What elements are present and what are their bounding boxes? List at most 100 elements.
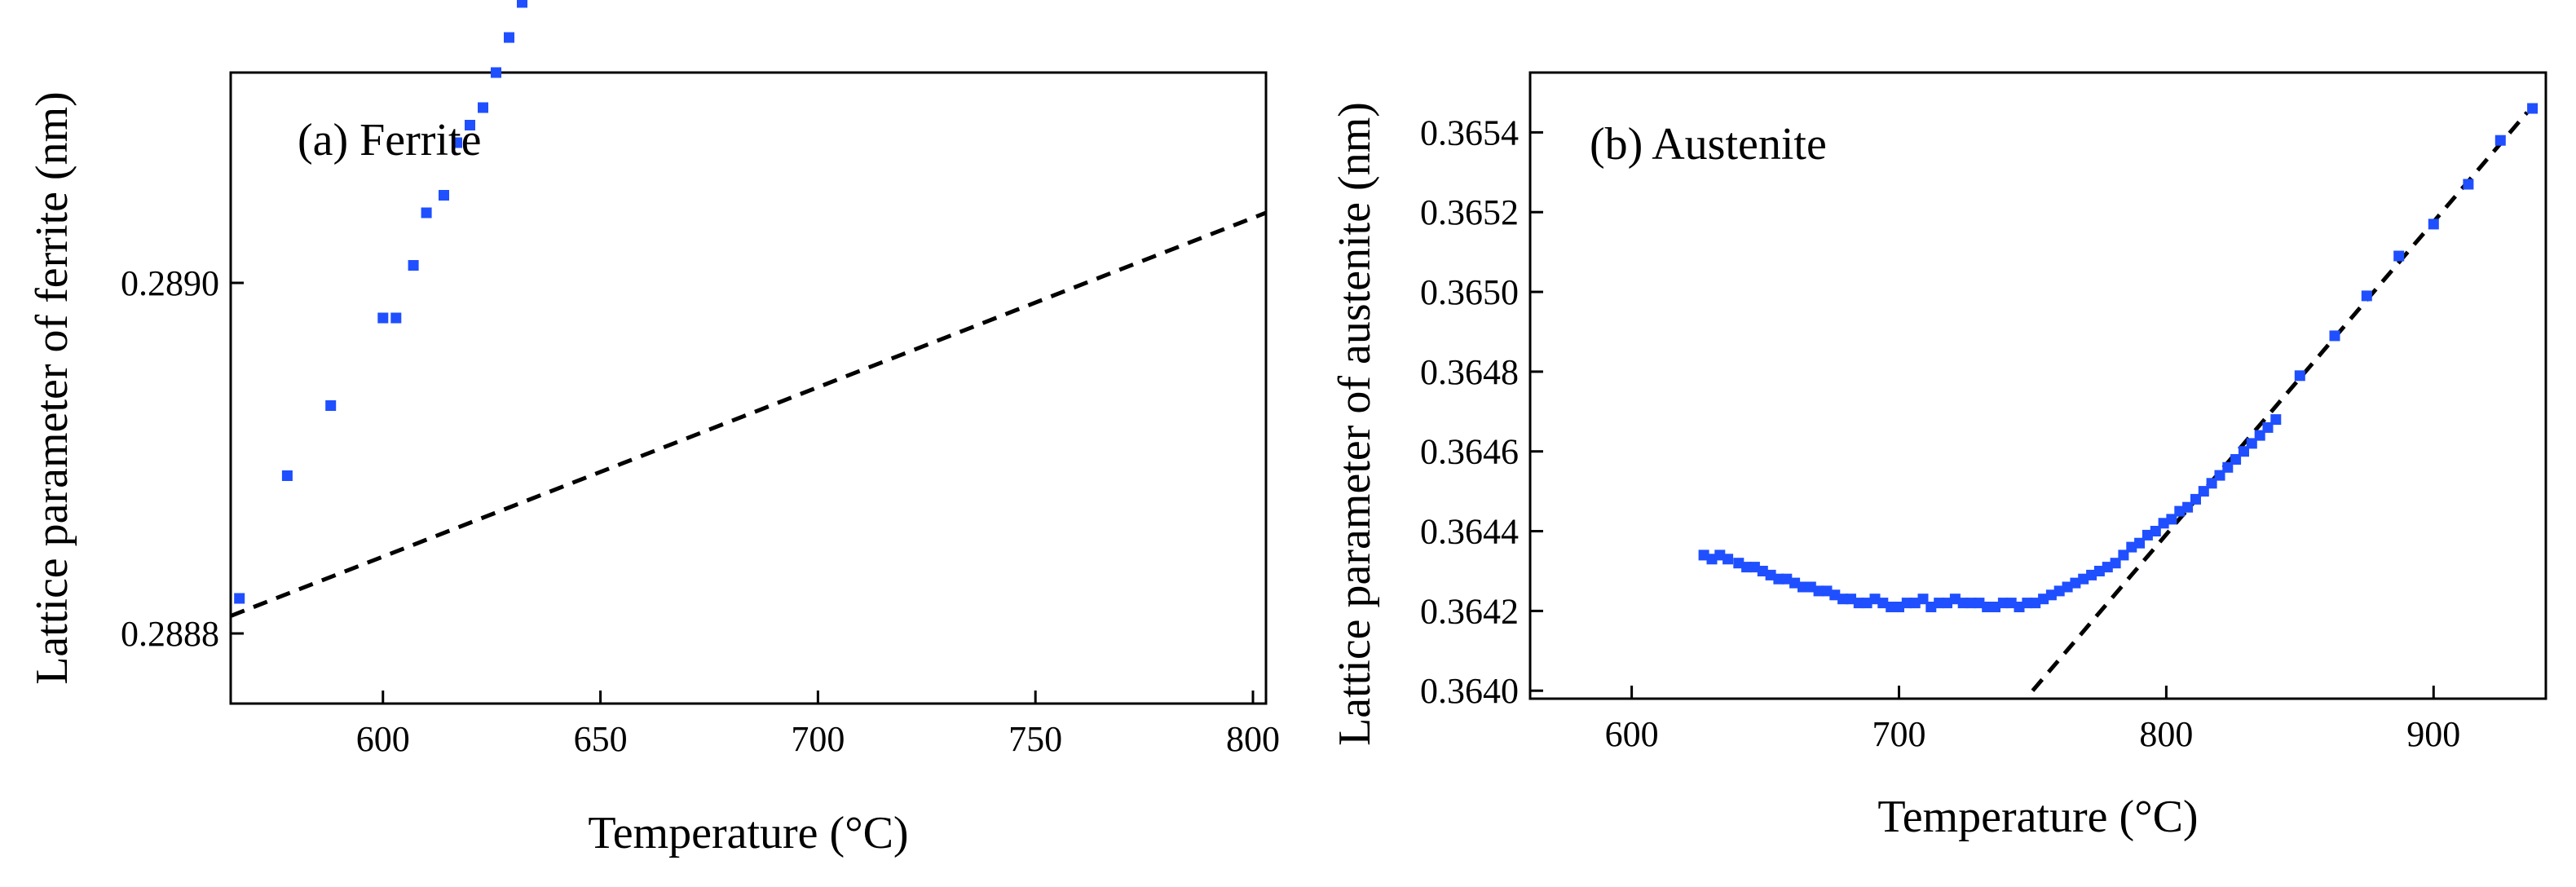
austenite-data-point — [2174, 505, 2186, 517]
austenite-data-point — [2262, 421, 2274, 433]
austenite-data-point — [1990, 602, 2000, 612]
ferrite-plot-frame — [229, 71, 1268, 705]
austenite-data-point — [2014, 602, 2025, 612]
austenite-data-point — [2463, 179, 2474, 190]
ferrite-fit-line — [231, 210, 1266, 618]
austenite-data-point — [1781, 573, 1793, 585]
austenite-data-point — [2053, 585, 2065, 597]
austenite-data-point — [2030, 598, 2041, 609]
austenite-data-point — [2086, 569, 2097, 580]
ferrite-data-point — [504, 32, 514, 43]
austenite-data-point — [1974, 598, 1985, 609]
austenite-data-point — [2190, 493, 2201, 505]
austenite-data-point — [1821, 585, 1833, 597]
austenite-data-point — [2062, 581, 2073, 593]
austenite-x-tick-label: 700 — [1872, 714, 1925, 754]
austenite-data-point — [2329, 330, 2340, 342]
austenite-data-point — [2045, 589, 2057, 601]
austenite-data-point — [2361, 290, 2372, 302]
ferrite-data-point — [491, 67, 501, 78]
austenite-data-point — [2134, 537, 2146, 549]
austenite-x-tick-label: 600 — [1605, 714, 1659, 754]
austenite-data-point — [1861, 598, 1872, 609]
austenite-fit-line — [2031, 111, 2529, 692]
ferrite-x-tick-label: 750 — [1008, 719, 1062, 759]
austenite-plot-frame — [1528, 71, 2547, 700]
ferrite-data-point — [439, 190, 449, 201]
austenite-data-point — [2150, 526, 2161, 536]
austenite-data-point — [1813, 585, 1824, 597]
austenite-y-tick-label: 0.3648 — [1420, 352, 1519, 392]
ferrite-y-ticks: 0.28880.28900.28920.28940.28960.28900.29… — [121, 263, 244, 654]
austenite-data-point — [1797, 581, 1808, 593]
austenite-data-point — [2222, 461, 2234, 473]
ferrite-x-ticks: 600 650 700 750 800 — [356, 691, 1280, 759]
austenite-data-point — [2246, 438, 2257, 449]
austenite-data-point — [1982, 602, 1993, 612]
ferrite-data-point — [452, 137, 462, 148]
austenite-x-tick-label: 800 — [2139, 714, 2193, 754]
austenite-data-point — [1829, 589, 1841, 601]
austenite-chart-panel: 600 700 800 900 0.36400.36420.36440.36460.3… — [1330, 71, 2547, 842]
austenite-data-point — [2527, 103, 2539, 114]
ferrite-y-axis-title: Lattice parameter of ferrite (nm) — [27, 91, 77, 685]
austenite-data-point — [2118, 549, 2129, 561]
ferrite-data-point — [325, 400, 337, 411]
austenite-data-point — [1837, 594, 1849, 605]
austenite-data-point — [2005, 598, 2017, 609]
austenite-data-point — [1942, 598, 1952, 609]
austenite-data-point — [2428, 218, 2439, 230]
ferrite-x-axis-title: Temperature (°C) — [588, 808, 908, 858]
austenite-data-point — [2230, 454, 2242, 465]
austenite-data-point — [1949, 594, 1961, 605]
austenite-data-point — [2142, 529, 2153, 541]
austenite-data-point — [2110, 558, 2121, 569]
ferrite-data-point — [234, 593, 245, 604]
ferrite-data-point — [377, 312, 389, 324]
austenite-data-point — [2254, 430, 2265, 441]
austenite-data-point — [1789, 577, 1801, 589]
ferrite-data-point — [478, 102, 488, 113]
austenite-data-point — [1698, 549, 1709, 561]
austenite-data-point — [1901, 598, 1912, 609]
austenite-data-point — [2393, 250, 2405, 262]
austenite-data-point — [2182, 501, 2194, 513]
austenite-data-point — [1714, 549, 1726, 561]
ferrite-x-tick-label: 700 — [791, 719, 845, 759]
austenite-data-point — [2294, 370, 2305, 382]
ferrite-data-point — [408, 260, 419, 271]
ferrite-data-points — [234, 0, 527, 604]
austenite-data-point — [2206, 478, 2217, 489]
austenite-x-axis-title: Temperature (°C) — [1877, 792, 2198, 842]
austenite-data-point — [1934, 598, 1945, 609]
ferrite-panel-label: (a) Ferrite — [298, 115, 481, 165]
ferrite-x-tick-label: 600 — [356, 719, 410, 759]
ferrite-fit-line-group — [231, 210, 1266, 618]
austenite-data-point — [2078, 573, 2089, 585]
ferrite-data-point — [465, 120, 475, 130]
austenite-fit-line-group — [2031, 111, 2529, 692]
ferrite-x-tick-label: 650 — [574, 719, 628, 759]
austenite-data-point — [2214, 470, 2225, 481]
austenite-data-point — [2022, 598, 2033, 609]
austenite-y-tick-label: 0.3652 — [1420, 192, 1519, 232]
austenite-y-tick-label: 0.3650 — [1420, 272, 1519, 312]
austenite-data-point — [2070, 577, 2081, 589]
austenite-data-point — [2239, 446, 2249, 457]
austenite-data-point — [1846, 594, 1856, 605]
austenite-data-point — [1886, 602, 1897, 612]
austenite-data-point — [1749, 562, 1760, 573]
austenite-data-point — [1853, 598, 1864, 609]
austenite-data-point — [1706, 554, 1718, 565]
austenite-data-point — [1741, 562, 1753, 573]
austenite-data-point — [1869, 594, 1881, 605]
ferrite-y-tick-label: 0.2888 — [121, 614, 219, 654]
austenite-data-point — [1917, 594, 1929, 605]
austenite-data-point — [2158, 518, 2169, 529]
ferrite-data-point — [421, 207, 432, 218]
austenite-x-ticks: 600 700 800 900 — [1605, 686, 2460, 754]
ferrite-data-point — [390, 312, 402, 324]
austenite-data-point — [1773, 573, 1784, 585]
ferrite-data-point — [517, 0, 527, 8]
